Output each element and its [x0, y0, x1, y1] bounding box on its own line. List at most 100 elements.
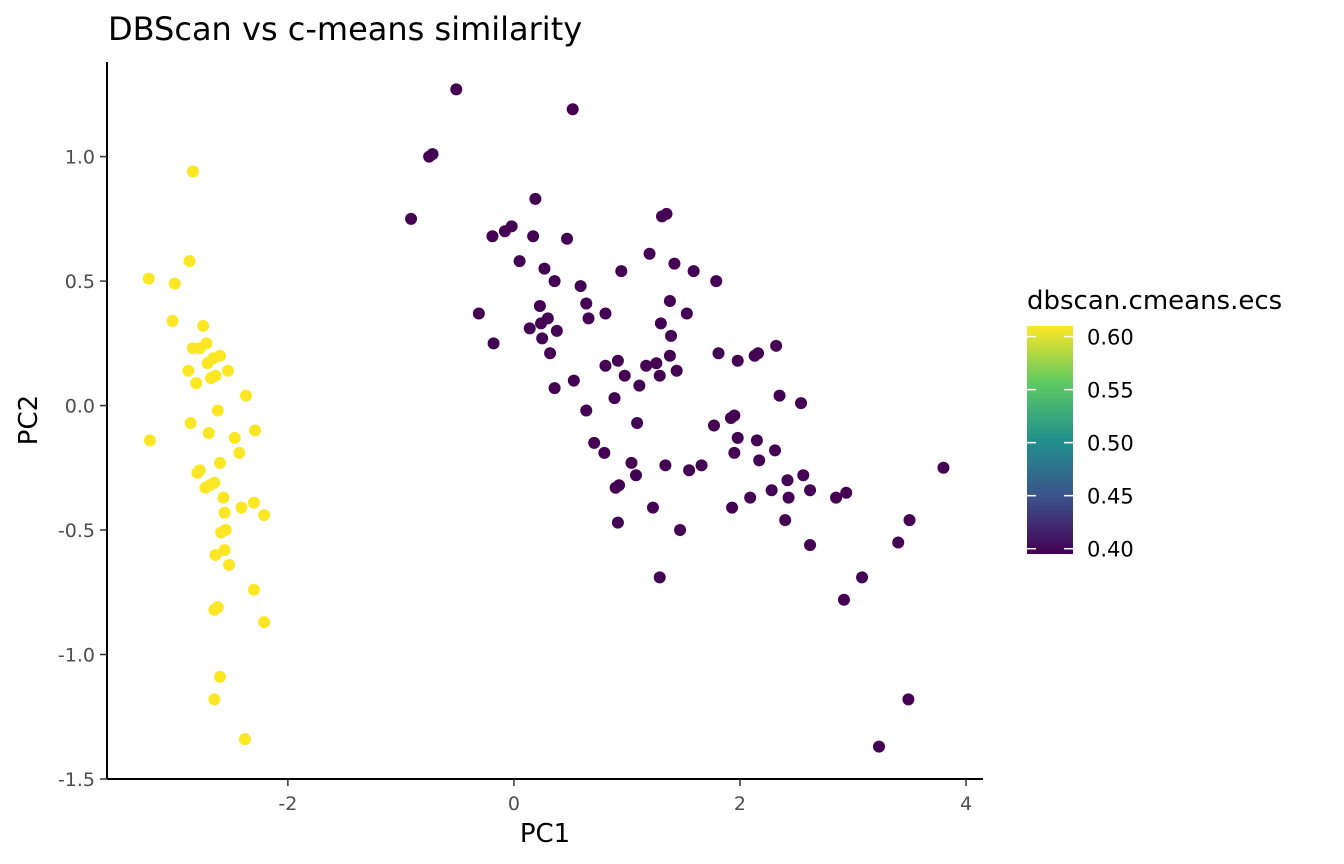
- data-point: [143, 434, 156, 447]
- legend-title: dbscan.cmeans.ecs: [1027, 286, 1282, 316]
- data-point: [731, 431, 744, 444]
- data-point: [566, 103, 579, 116]
- data-point: [214, 670, 227, 683]
- x-tick-label: 2: [734, 793, 746, 815]
- data-point: [695, 459, 708, 472]
- data-point: [258, 509, 271, 522]
- data-point: [523, 322, 536, 335]
- data-point: [166, 314, 179, 327]
- data-point: [773, 389, 786, 402]
- data-point: [625, 456, 638, 469]
- y-tick-label: 1.0: [65, 147, 95, 169]
- data-point: [423, 150, 436, 163]
- data-point: [643, 247, 656, 260]
- data-point: [221, 364, 234, 377]
- data-point: [903, 514, 916, 527]
- data-point: [724, 412, 737, 425]
- data-point: [937, 461, 950, 474]
- data-point: [472, 307, 485, 320]
- data-point: [186, 165, 199, 178]
- data-point: [201, 357, 214, 370]
- legend-ticks: 0.60 0.55 0.50 0.45 0.40: [1027, 326, 1134, 562]
- data-point: [204, 372, 217, 385]
- data-point: [640, 359, 653, 372]
- data-point: [750, 434, 763, 447]
- data-point: [240, 389, 253, 402]
- data-point: [233, 446, 246, 459]
- data-point: [168, 277, 181, 290]
- x-tick-label: 4: [960, 793, 972, 815]
- color-legend: dbscan.cmeans.ecs 0.60 0.55 0.50 0.45 0.40: [1027, 286, 1282, 562]
- data-point: [674, 524, 687, 537]
- data-point: [840, 486, 853, 499]
- data-point: [731, 354, 744, 367]
- data-point: [856, 571, 869, 584]
- data-point: [646, 501, 659, 514]
- data-point: [249, 424, 262, 437]
- legend-tick-label: 0.40: [1087, 538, 1134, 562]
- data-point: [529, 192, 542, 205]
- data-point: [665, 329, 678, 342]
- data-point: [653, 369, 666, 382]
- data-point: [142, 272, 155, 285]
- data-point: [804, 484, 817, 497]
- data-point: [710, 275, 723, 288]
- data-point: [190, 377, 203, 390]
- y-tick-label: -1.5: [58, 769, 95, 791]
- data-point: [629, 469, 642, 482]
- data-point: [548, 382, 561, 395]
- data-point: [615, 265, 628, 278]
- data-point: [873, 740, 886, 753]
- legend-colorbar: [1027, 326, 1073, 554]
- x-axis-title: PC1: [520, 819, 570, 849]
- data-point: [183, 255, 196, 268]
- data-point: [654, 317, 667, 330]
- data-point: [804, 538, 817, 551]
- data-point: [670, 364, 683, 377]
- data-point: [650, 357, 663, 370]
- data-point: [726, 501, 739, 514]
- data-point: [580, 404, 593, 417]
- data-point: [208, 693, 221, 706]
- y-tick-label: 0.5: [65, 271, 95, 293]
- data-point: [209, 548, 222, 561]
- data-point: [486, 230, 499, 243]
- data-point: [550, 324, 563, 337]
- data-point: [659, 459, 672, 472]
- data-point: [588, 436, 601, 449]
- data-point: [247, 496, 260, 509]
- data-point: [211, 404, 224, 417]
- data-point: [633, 379, 646, 392]
- data-point: [663, 349, 676, 362]
- data-point: [580, 297, 593, 310]
- data-point: [538, 262, 551, 275]
- data-point: [535, 317, 548, 330]
- data-point: [599, 307, 612, 320]
- data-point: [753, 454, 766, 467]
- data-point: [770, 339, 783, 352]
- data-point: [567, 374, 580, 387]
- points-layer: [142, 83, 950, 753]
- data-point: [611, 516, 624, 529]
- data-point: [668, 257, 681, 270]
- data-point: [655, 210, 668, 223]
- legend-tick-label: 0.60: [1087, 326, 1134, 350]
- data-point: [830, 491, 843, 504]
- y-axis-title: PC2: [14, 395, 44, 445]
- y-tick-label: -0.5: [58, 520, 95, 542]
- legend-tick-label: 0.50: [1087, 432, 1134, 456]
- data-point: [618, 369, 631, 382]
- data-point: [797, 469, 810, 482]
- data-point: [199, 481, 212, 494]
- data-point: [258, 616, 271, 629]
- legend-tick-label: 0.55: [1087, 379, 1134, 403]
- data-point: [561, 232, 574, 245]
- data-point: [487, 337, 500, 350]
- data-point: [223, 558, 236, 571]
- data-point: [215, 526, 228, 539]
- data-point: [902, 693, 915, 706]
- data-point: [202, 426, 215, 439]
- data-point: [184, 416, 197, 429]
- data-point: [217, 491, 230, 504]
- data-point: [548, 275, 561, 288]
